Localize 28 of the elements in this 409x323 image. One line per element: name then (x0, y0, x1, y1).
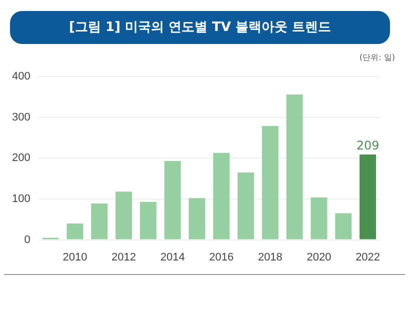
bar (66, 223, 84, 240)
y-tick-label: 300 (12, 111, 30, 124)
bar (262, 126, 278, 240)
data-label: 209 (356, 138, 380, 153)
x-tick-label: 2016 (209, 251, 234, 264)
x-tick-label: 2022 (356, 251, 380, 264)
y-tick-label: 200 (12, 152, 30, 164)
x-tick-label: 2020 (306, 251, 332, 264)
x-tick-label: 2018 (258, 251, 282, 264)
bar (335, 213, 352, 240)
bar (91, 203, 108, 240)
bar (213, 152, 230, 240)
text: (단위: 일) (360, 52, 395, 63)
y-tick-label: 400 (12, 70, 30, 83)
bar (286, 94, 303, 240)
bar (116, 192, 132, 240)
bar (164, 161, 181, 240)
x-tick-label: 2010 (62, 251, 88, 264)
y-tick-label: 100 (12, 193, 30, 206)
bar (188, 198, 206, 240)
chart-title: [그림 1] 미국의 연도별 TV 블랙아웃 트렌드 (10, 11, 390, 44)
bar (140, 202, 156, 240)
y-tick-label: 0 (24, 234, 30, 246)
x-tick-label: 2012 (112, 251, 136, 264)
bar (310, 197, 328, 240)
bar (360, 154, 376, 240)
bar (238, 172, 254, 240)
x-tick-label: 2014 (160, 251, 185, 264)
